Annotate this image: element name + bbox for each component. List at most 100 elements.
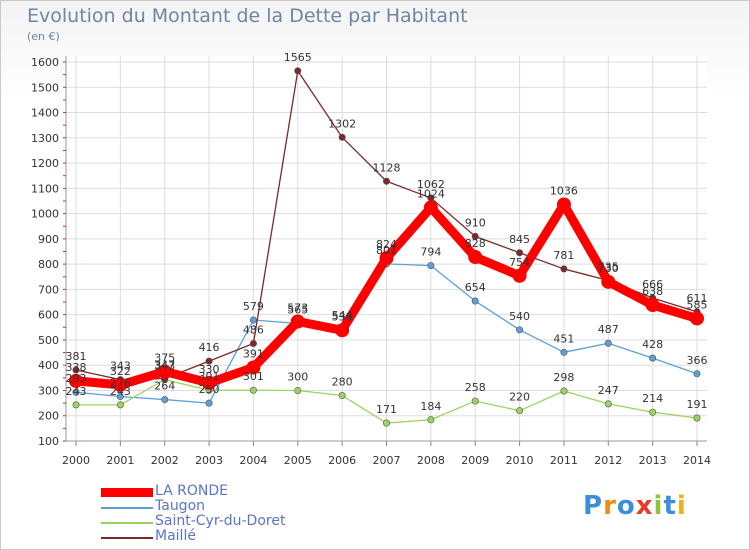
data-label-2: 184 [420, 400, 441, 413]
y-tick-label: 1000 [31, 208, 59, 221]
y-tick-label: 1500 [31, 81, 59, 94]
data-label-3: 1062 [417, 178, 445, 191]
data-point-0 [645, 298, 660, 313]
x-tick-label: 2007 [373, 454, 401, 467]
data-label-1: 366 [687, 354, 708, 367]
line-chart: 100 200 300 400 500 600 700 800 900 1000 1100 1200 1… [31, 51, 711, 467]
chart-subtitle: (en €) [27, 30, 60, 43]
data-label-0: 585 [687, 298, 708, 311]
y-tick-label: 1300 [31, 132, 59, 145]
data-label-3: 1302 [328, 117, 356, 130]
data-label-0: 1024 [417, 188, 445, 201]
data-point-2 [649, 408, 657, 416]
y-tick-label: 1400 [31, 107, 59, 120]
data-point-2 [116, 401, 124, 409]
data-point-0 [556, 197, 571, 212]
x-tick-label: 2003 [195, 454, 223, 467]
x-tick-label: 2000 [62, 454, 90, 467]
data-point-1 [72, 388, 80, 396]
data-label-2: 191 [687, 398, 708, 411]
data-label-0: 322 [110, 365, 131, 378]
data-label-0: 824 [376, 238, 397, 251]
data-label-1: 801 [376, 244, 397, 257]
x-tick-label: 2008 [417, 454, 445, 467]
data-point-0 [601, 274, 616, 289]
data-label-1: 264 [154, 380, 175, 393]
data-label-3: 347 [154, 359, 175, 372]
y-tick-label: 600 [38, 309, 59, 322]
data-label-2: 243 [110, 385, 131, 398]
data-label-1: 451 [553, 332, 574, 345]
data-point-2 [249, 386, 257, 394]
data-point-2 [516, 407, 524, 415]
data-point-0 [423, 200, 438, 215]
data-point-3 [249, 339, 257, 347]
data-point-0 [335, 323, 350, 338]
data-point-0 [113, 377, 128, 392]
data-point-1 [516, 326, 524, 334]
data-label-0: 391 [243, 347, 264, 360]
data-point-3 [471, 232, 479, 240]
legend-swatch-maille [101, 537, 153, 539]
data-label-2: 301 [243, 370, 264, 383]
data-label-1: 487 [598, 323, 619, 336]
data-label-0: 828 [465, 237, 486, 250]
data-point-0 [69, 373, 83, 388]
y-tick-label: 500 [38, 334, 59, 347]
data-point-3 [516, 249, 524, 257]
data-label-2: 171 [376, 403, 397, 416]
data-label-1: 276 [110, 377, 131, 390]
data-point-2 [72, 401, 80, 409]
data-point-1 [161, 396, 169, 404]
x-tick-label: 2004 [239, 454, 267, 467]
x-tick-label: 2013 [639, 454, 667, 467]
data-label-3: 416 [199, 341, 220, 354]
legend-swatch-taugon [101, 507, 153, 509]
data-point-1 [427, 262, 435, 270]
x-tick-label: 2002 [151, 454, 179, 467]
data-point-3 [72, 366, 80, 374]
data-label-3: 486 [243, 323, 264, 336]
data-point-0 [512, 268, 527, 283]
y-tick-label: 400 [38, 359, 59, 372]
x-tick-label: 2006 [328, 454, 356, 467]
data-point-2 [560, 387, 568, 395]
legend-label-saint-cyr-du-doret: Saint-Cyr-du-Doret [155, 513, 286, 529]
data-label-0: 338 [66, 361, 87, 374]
data-point-1 [116, 393, 124, 401]
x-tick-label: 2014 [683, 454, 711, 467]
data-point-3 [382, 177, 390, 185]
data-label-0: 754 [509, 256, 530, 269]
data-label-3: 1565 [284, 51, 312, 64]
data-point-3 [338, 133, 346, 141]
data-point-1 [649, 354, 657, 362]
data-point-0 [690, 311, 704, 326]
data-label-3: 735 [598, 261, 619, 274]
data-label-1: 250 [199, 383, 220, 396]
data-point-0 [290, 314, 305, 329]
data-point-1 [560, 348, 568, 356]
data-point-0 [468, 250, 483, 265]
legend-swatch-saint-cyr-du-doret [101, 522, 153, 524]
data-label-2: 280 [332, 376, 353, 389]
data-label-1: 428 [642, 338, 663, 351]
data-label-2: 214 [642, 392, 663, 405]
data-label-3: 343 [110, 360, 131, 373]
data-label-1: 293 [66, 372, 87, 385]
y-tick-label: 900 [38, 233, 59, 246]
data-point-0 [246, 360, 261, 375]
legend-label-maille: Maillé [155, 528, 196, 544]
data-label-1: 579 [243, 300, 264, 313]
data-point-3 [294, 67, 302, 75]
data-label-0: 730 [598, 262, 619, 275]
data-label-1: 794 [420, 246, 441, 259]
y-tick-label: 800 [38, 258, 59, 271]
legend-label-taugon: Taugon [155, 498, 206, 514]
data-label-3: 781 [553, 249, 574, 262]
y-tick-label: 700 [38, 283, 59, 296]
x-tick-label: 2009 [461, 454, 489, 467]
y-tick-label: 100 [38, 435, 59, 448]
data-label-0: 538 [332, 310, 353, 323]
data-label-3: 845 [509, 233, 530, 246]
